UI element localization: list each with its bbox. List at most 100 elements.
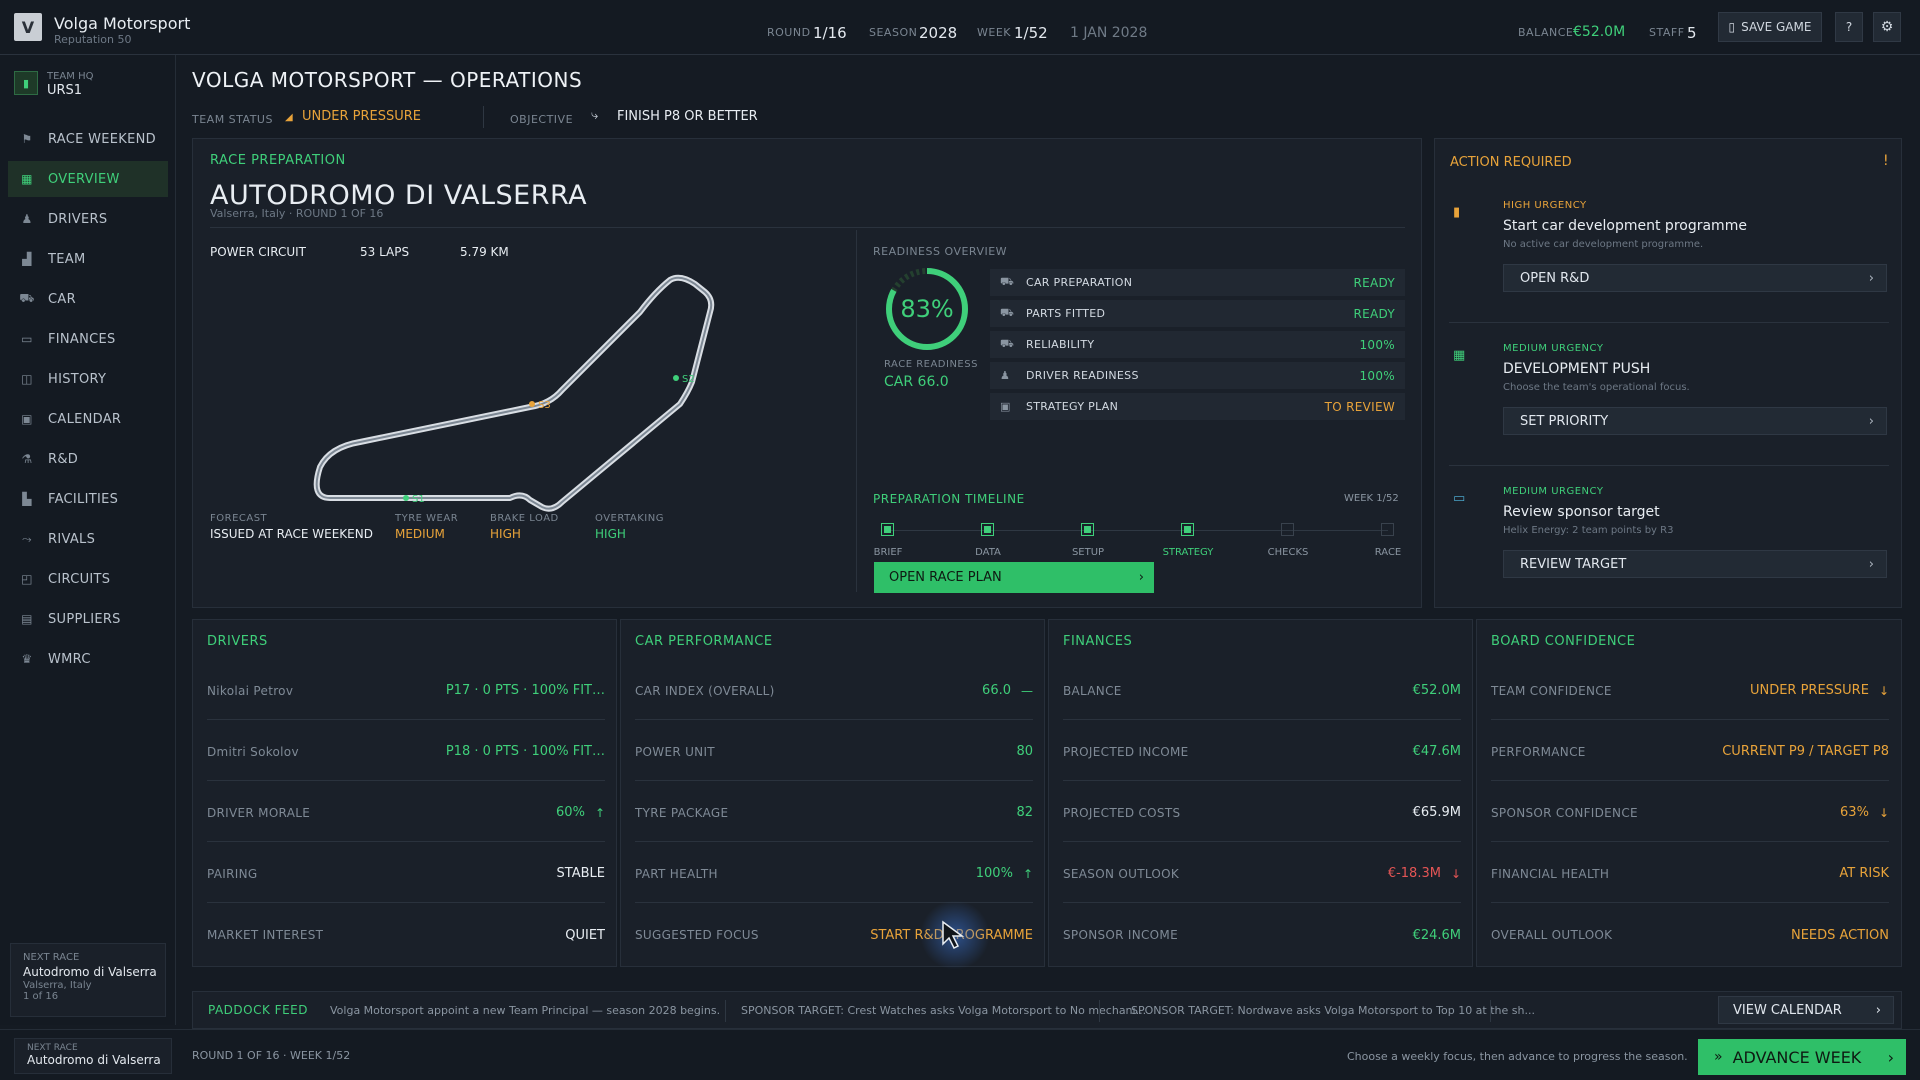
forecast-value: ISSUED AT RACE WEEKEND [210,527,373,541]
game-date: 1 JAN 2028 [1070,25,1148,41]
circuit-type: POWER CIRCUIT [210,245,306,259]
sidebar-item-calendar[interactable]: ▣ CALENDAR [8,401,168,437]
sidebar-item-r-d[interactable]: ⚗ R&D [8,441,168,477]
view-calendar-button[interactable]: VIEW CALENDAR › [1718,996,1894,1024]
divider [483,106,484,128]
week-label: WEEK [977,26,1011,39]
sidebar-item-finances[interactable]: ▭ FINANCES [8,321,168,357]
trend-icon: ↓ [1450,866,1461,881]
row-value: €47.6M [1412,744,1461,759]
overtaking-label: OVERTAKING [595,513,664,524]
readiness-row: ▣ STRATEGY PLAN TO REVIEW [990,393,1405,420]
sidebar-item-drivers[interactable]: ♟ DRIVERS [8,201,168,237]
timeline-step-checks[interactable] [1281,523,1294,536]
action-button-label: OPEN R&D [1520,270,1590,286]
trend-icon: ↑ [1022,866,1033,881]
sidebar-item-car[interactable]: ⛟ CAR [8,281,168,317]
trend-icon: ↑ [594,805,605,820]
trend-icon: — [1021,683,1033,698]
action-button[interactable]: SET PRIORITY › [1503,407,1887,435]
sidebar-item-facilities[interactable]: ▙ FACILITIES [8,481,168,517]
row-value: 80 [1016,744,1033,759]
row-value: 100% [975,866,1013,881]
readiness-row-value: TO REVIEW [1324,399,1395,414]
sidebar-item-label: FINANCES [48,331,116,347]
timeline-step-data[interactable] [981,523,994,536]
action-title: Review sponsor target [1503,504,1660,520]
action-button[interactable]: OPEN R&D › [1503,264,1887,292]
sidebar-item-wmrc[interactable]: ♛ WMRC [8,641,168,677]
readiness-row-value: 100% [1359,368,1395,383]
timeline-step-label: DATA [975,547,1001,558]
sidebar-item-team[interactable]: ▟ TEAM [8,241,168,277]
car-row: PART HEALTH 100% ↑ [635,845,1033,903]
readiness-title: READINESS OVERVIEW [873,245,1008,258]
finances-row: PROJECTED COSTS €65.9M [1063,784,1461,842]
next-race-chip[interactable]: NEXT RACE Autodromo di Valserra [14,1038,172,1074]
readiness-row-label: DRIVER READINESS [1026,369,1139,382]
timeline-step-setup[interactable] [1081,523,1094,536]
help-button[interactable]: ? [1835,12,1863,42]
row-value: €-18.3M [1387,866,1441,881]
action-required-panel [1434,138,1902,608]
forecast-label: FORECAST [210,513,268,524]
sidebar-item-suppliers[interactable]: ▤ SUPPLIERS [8,601,168,637]
rivals-icon: ⤳ [22,531,32,546]
next-race-panel[interactable]: NEXT RACE Autodromo di Valserra Valserra… [10,943,166,1017]
brake-load-value: HIGH [490,527,521,541]
feed-item[interactable]: SPONSOR TARGET: Crest Watches asks Volga… [741,1004,1147,1017]
finances-card: FINANCES BALANCE €52.0M PROJECTED INCOME €4… [1048,619,1473,967]
sidebar-item-history[interactable]: ◫ HISTORY [8,361,168,397]
alert-icon: ! [1883,153,1889,169]
sector-2-label: S2 [682,374,695,385]
readiness-row-label: RELIABILITY [1026,338,1095,351]
row-label: CAR INDEX (OVERALL) [635,683,775,698]
car-row: TYRE PACKAGE 82 [635,784,1033,842]
divider [856,230,857,592]
view-calendar-label: VIEW CALENDAR [1733,1002,1842,1018]
readiness-row: ⛟ RELIABILITY 100% [990,331,1405,358]
action-button[interactable]: REVIEW TARGET › [1503,550,1887,578]
track-outline [313,274,715,512]
round-value: 1/16 [813,24,847,42]
advance-week-button[interactable]: » ADVANCE WEEK › [1698,1039,1906,1075]
driver-icon: ♟ [21,212,33,226]
circuit-laps: 53 LAPS [360,245,410,259]
save-game-button[interactable]: ▯ SAVE GAME [1718,12,1822,42]
tyre-wear-value: MEDIUM [395,527,445,541]
open-race-plan-button[interactable]: OPEN RACE PLAN › [874,562,1154,593]
flask-icon: ⚗ [21,452,33,466]
staff-label: STAFF [1649,26,1685,39]
step-done-marker [1184,526,1191,533]
sidebar-item-overview[interactable]: ▦ OVERVIEW [8,161,168,197]
feed-item[interactable]: Volga Motorsport appoint a new Team Prin… [330,1004,721,1017]
mouse-cursor-icon [942,920,965,950]
grid-icon: ▦ [1453,348,1466,363]
help-icon: ? [1845,20,1853,34]
sidebar-item-race-weekend[interactable]: ⚑ RACE WEEKEND [8,121,168,157]
divider [1449,465,1889,466]
paddock-feed-title: PADDOCK FEED [208,1003,308,1017]
next-race-name: Autodromo di Valserra [23,965,157,979]
readiness-row-label: CAR PREPARATION [1026,276,1133,289]
next-race-chip-label: NEXT RACE [27,1043,78,1053]
board-row: PERFORMANCE CURRENT P9 / TARGET P8 [1491,723,1889,781]
row-label: FINANCIAL HEALTH [1491,866,1610,881]
settings-button[interactable]: ⚙ [1873,12,1901,42]
season-value: 2028 [919,24,958,42]
sidebar-item-circuits[interactable]: ◰ CIRCUITS [8,561,168,597]
drivers-card-title: DRIVERS [207,634,268,649]
timeline-step-brief[interactable] [881,523,894,536]
feed-item[interactable]: SPONSOR TARGET: Nordwave asks Volga Moto… [1131,1004,1535,1017]
calendar-icon: ▣ [1000,400,1011,413]
row-value: STABLE [556,866,605,881]
timeline-step-race[interactable] [1381,523,1394,536]
timeline-step-strategy[interactable] [1181,523,1194,536]
race-prep-title: RACE PREPARATION [210,153,346,168]
timeline-step-label: STRATEGY [1162,547,1214,558]
team-icon: ▟ [22,252,32,266]
team-status-value: UNDER PRESSURE [302,109,421,124]
car-row: CAR INDEX (OVERALL) 66.0 — [635,662,1033,720]
row-value: AT RISK [1839,866,1889,881]
sidebar-item-rivals[interactable]: ⤳ RIVALS [8,521,168,557]
